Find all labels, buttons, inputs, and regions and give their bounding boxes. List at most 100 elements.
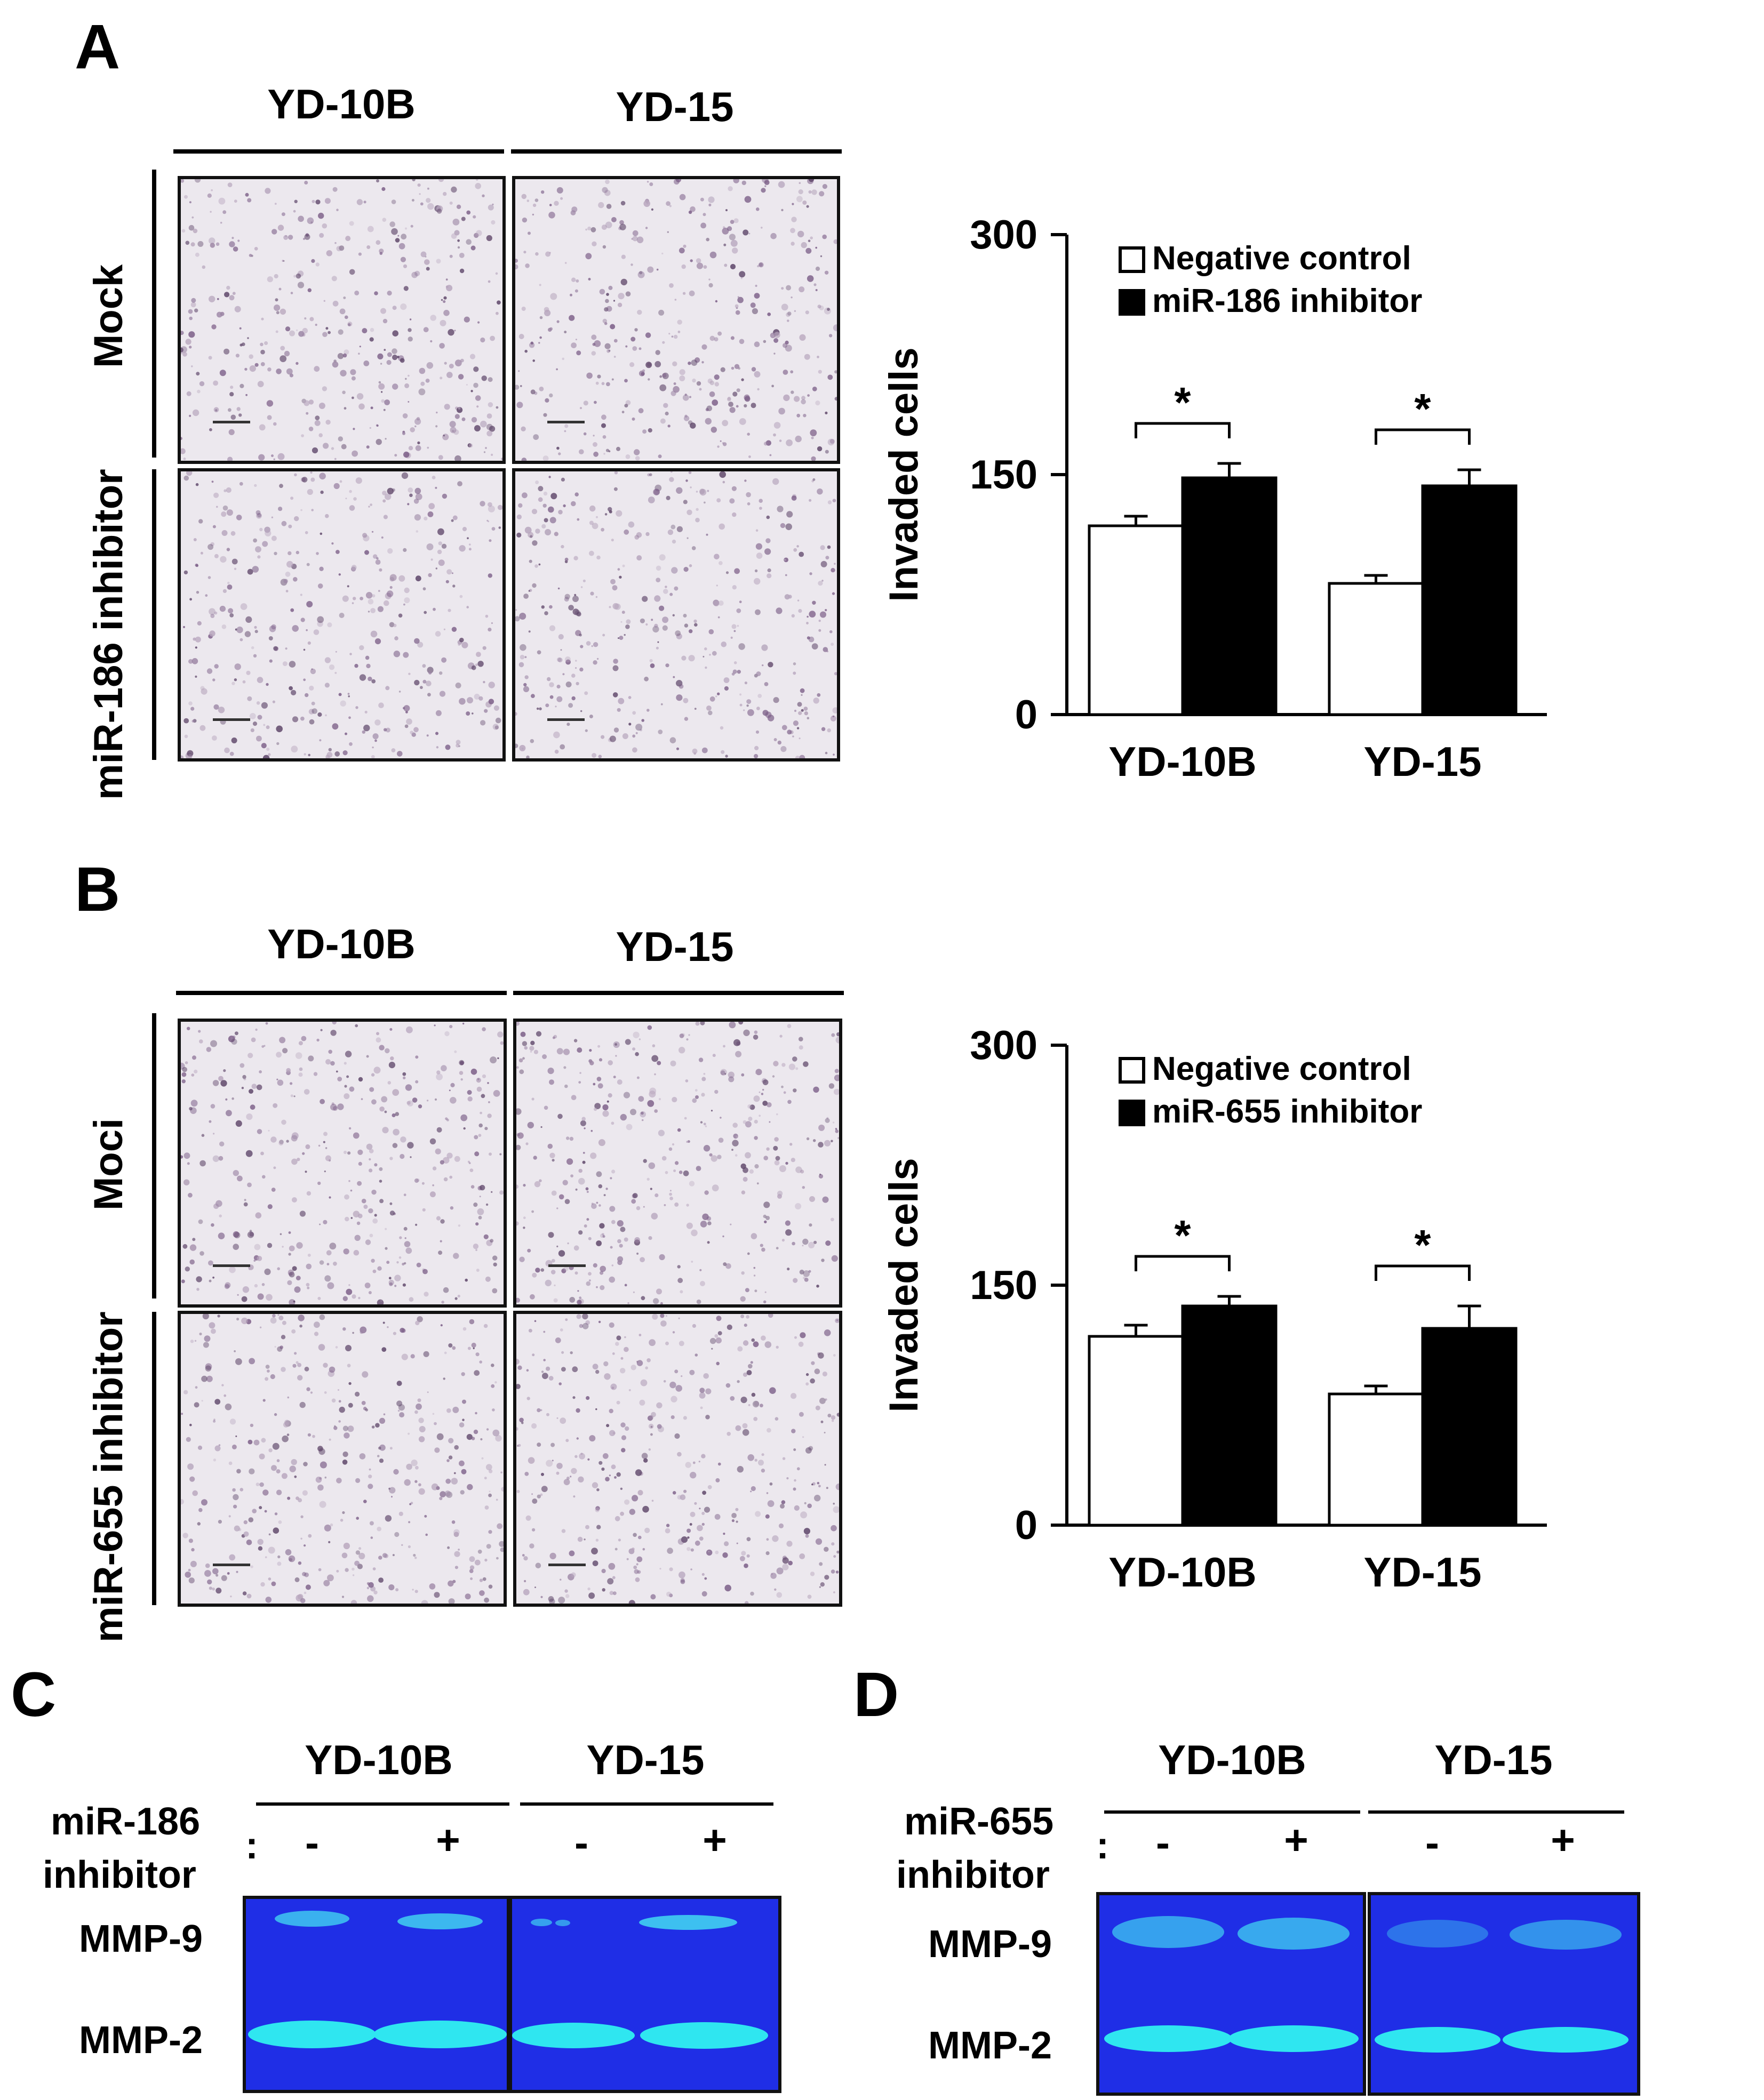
column-header-yd10b: YD-10B: [267, 81, 416, 127]
column-header-yd15: YD-15: [616, 83, 734, 130]
lane-sign: +: [703, 1816, 727, 1863]
x-tick-label: YD-10B: [1108, 1549, 1256, 1596]
lane-sign: +: [1284, 1816, 1308, 1863]
micrograph-b-yd15-moci: [513, 1019, 842, 1308]
gel-column-yd15: YD-15: [586, 1736, 705, 1783]
significance-star: *: [1414, 385, 1431, 432]
band-label-mmp9: MMP-9: [79, 1918, 203, 1960]
treatment-label: miR-655: [904, 1800, 1054, 1843]
treatment-label: inhibitor: [43, 1854, 196, 1896]
bar: [1088, 1335, 1184, 1527]
zymogram-gel-d: [1096, 1892, 1640, 2096]
y-tick-label: 150: [970, 1263, 1037, 1308]
cell-texture: [181, 179, 502, 461]
column-divider: [520, 1802, 773, 1806]
row-label-mir186-inhibitor: miR-186 inhibitor: [86, 469, 131, 800]
y-tick-label: 150: [970, 452, 1037, 498]
cell-texture: [181, 1314, 504, 1604]
panel-letter-c: C: [11, 1660, 57, 1730]
panel-letter-b: B: [75, 854, 121, 925]
micrograph-b-yd10b-inhibitor: [178, 1311, 507, 1607]
legend-label: miR-655 inhibitor: [1152, 1093, 1422, 1130]
lane-sign: +: [436, 1816, 460, 1863]
significance-bracket: [1375, 1264, 1471, 1281]
cell-texture: [181, 471, 502, 758]
scale-bar: [213, 718, 250, 721]
lane-sign: -: [1156, 1819, 1170, 1866]
cell-texture: [516, 1314, 839, 1604]
column-header-yd15: YD-15: [616, 923, 734, 970]
cell-texture: [516, 1022, 839, 1304]
cell-texture: [515, 471, 837, 758]
bar: [1181, 476, 1278, 716]
row-divider: [152, 1312, 156, 1605]
panel-letter-d: D: [853, 1660, 899, 1730]
bar: [1328, 1392, 1424, 1527]
legend-swatch: [1119, 1100, 1145, 1126]
scale-bar: [548, 1264, 586, 1267]
scale-bar: [547, 718, 585, 721]
gel-column-yd15: YD-15: [1434, 1736, 1553, 1783]
gel-column-yd10b: YD-10B: [1158, 1736, 1306, 1783]
band-label-mmp2: MMP-2: [928, 2024, 1052, 2067]
treatment-label: inhibitor: [896, 1854, 1050, 1896]
x-tick-label: YD-15: [1363, 1549, 1481, 1596]
scale-bar: [547, 421, 585, 423]
column-divider: [176, 991, 507, 995]
cell-texture: [181, 1022, 504, 1304]
micrograph-a-yd15-mock: [512, 176, 840, 464]
micrograph-a-yd10b-mock: [178, 176, 506, 464]
row-divider: [152, 1013, 156, 1299]
legend-label: Negative control: [1152, 1051, 1411, 1087]
scale-bar: [213, 1264, 250, 1267]
micrograph-b-yd15-inhibitor: [513, 1311, 842, 1607]
lane-sign: -: [305, 1819, 319, 1866]
y-tick-label: 300: [970, 212, 1037, 258]
micrograph-b-yd10b-moci: [178, 1019, 507, 1308]
bar: [1421, 484, 1518, 716]
colon: :: [1096, 1824, 1109, 1867]
x-tick-label: YD-15: [1363, 738, 1481, 785]
y-tick-label: 0: [1015, 692, 1037, 738]
column-divider: [1368, 1810, 1624, 1814]
column-divider: [173, 149, 504, 154]
lane-sign: +: [1551, 1816, 1575, 1863]
legend-label: Negative control: [1152, 240, 1411, 277]
y-tick-label: 300: [970, 1023, 1037, 1068]
significance-bracket: [1375, 428, 1471, 445]
significance-bracket: [1135, 422, 1231, 438]
micrograph-a-yd15-inhibitor: [512, 468, 840, 762]
panel-letter-a: A: [75, 12, 121, 82]
row-label-mir655-inhibitor: miR-655 inhibitor: [86, 1311, 131, 1642]
lane-sign: -: [574, 1819, 588, 1866]
significance-star: *: [1174, 1212, 1191, 1259]
bar-chart-a: 0 150 300 Invaded cells * YD-10B * YD-15 Negativ…: [881, 212, 1547, 785]
column-divider: [1104, 1810, 1360, 1814]
row-divider: [152, 469, 156, 760]
significance-bracket: [1135, 1255, 1231, 1271]
bar: [1328, 582, 1424, 716]
legend-swatch: [1119, 246, 1145, 273]
y-axis-label: Invaded cells: [881, 347, 927, 602]
treatment-label: miR-186: [51, 1800, 201, 1843]
significance-star: *: [1414, 1221, 1431, 1269]
significance-star: *: [1174, 379, 1191, 426]
micrograph-a-yd10b-inhibitor: [178, 468, 506, 762]
bar-chart-b: 0 150 300 Invaded cells * YD-10B * YD-15 Negativ…: [881, 1023, 1547, 1596]
cell-texture: [515, 179, 837, 461]
colon: :: [245, 1824, 258, 1867]
row-label-moci: Moci: [86, 1118, 131, 1211]
y-tick-label: 0: [1015, 1503, 1037, 1548]
legend-swatch: [1119, 1057, 1145, 1084]
bar: [1088, 524, 1184, 716]
lane-sign: -: [1425, 1819, 1439, 1866]
gel-column-yd10b: YD-10B: [305, 1736, 453, 1783]
column-divider: [513, 991, 844, 995]
legend-swatch: [1119, 289, 1145, 316]
row-label-mock: Mock: [86, 264, 131, 368]
x-tick-label: YD-10B: [1108, 738, 1256, 785]
bar: [1421, 1327, 1518, 1527]
scale-bar: [213, 1564, 250, 1566]
zymogram-gel-c: [243, 1896, 781, 2093]
scale-bar: [213, 421, 250, 423]
